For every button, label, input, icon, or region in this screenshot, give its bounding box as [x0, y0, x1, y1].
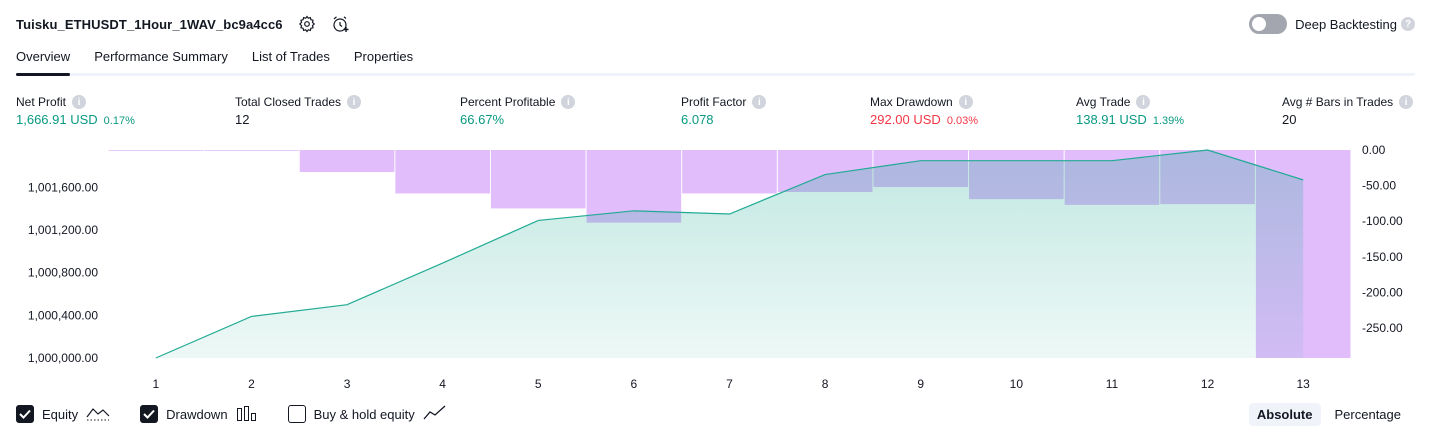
metric-label: Max Drawdown — [870, 95, 953, 109]
drawdown-bar — [204, 150, 299, 151]
drawdown-bar — [108, 150, 204, 151]
info-icon[interactable]: i — [958, 95, 973, 109]
metric-value: 12 — [235, 112, 250, 127]
x-axis-tick: 3 — [344, 377, 351, 391]
metrics-row: Net Profit i 1,666.91 USD 0.17% Total Clos… — [0, 94, 1431, 134]
x-axis-tick: 2 — [248, 377, 255, 391]
equity-area — [155, 149, 1304, 359]
drawdown-bar — [395, 150, 490, 194]
right-axis-tick: -50.00 — [1362, 179, 1396, 193]
info-icon[interactable]: i — [72, 95, 87, 109]
metric-label: Profit Factor — [681, 95, 747, 109]
legend-label: Drawdown — [166, 406, 228, 422]
strategy-header: Tuisku_ETHUSDT_1Hour_1WAV_bc9a4cc6 — [16, 12, 351, 36]
equity-line — [155, 149, 1304, 359]
x-axis-tick: 10 — [1010, 377, 1024, 391]
left-axis-tick: 1,001,200.00 — [28, 223, 98, 237]
right-axis-tick: -250.00 — [1362, 321, 1403, 335]
x-axis-tick: 13 — [1297, 377, 1311, 391]
right-axis-tick: -200.00 — [1362, 285, 1403, 299]
metric-value: 6.078 — [681, 112, 714, 127]
strategy-title: Tuisku_ETHUSDT_1Hour_1WAV_bc9a4cc6 — [16, 16, 283, 32]
value-mode-switch: Absolute Percentage — [1243, 401, 1409, 427]
legend-buy-hold[interactable]: Buy & hold equity — [287, 404, 447, 425]
metric-max-drawdown: Max Drawdown i 292.00 USD 0.03% — [870, 94, 978, 130]
left-axis-tick: 1,001,600.00 — [28, 180, 98, 194]
metric-value: 20 — [1282, 112, 1297, 127]
metric-label: Net Profit — [16, 95, 67, 109]
x-axis-tick: 8 — [822, 377, 829, 391]
metric-value: 138.91 USD — [1076, 112, 1147, 127]
metric-value: 1,666.91 USD — [16, 112, 98, 127]
equity-fill — [155, 150, 1304, 358]
deep-backtesting: Deep Backtesting ? — [1249, 12, 1415, 36]
equity-drawdown-chart[interactable]: 1,000,000.00 1,000,400.00 1,000,800.00 1,00… — [0, 140, 1431, 396]
legend-label: Buy & hold equity — [313, 406, 415, 422]
metric-percent: 1.39% — [1152, 115, 1185, 127]
x-axis-tick: 9 — [917, 377, 924, 391]
left-axis-tick: 1,000,400.00 — [28, 308, 98, 322]
tab-properties[interactable]: Properties — [353, 49, 414, 64]
info-icon[interactable]: i — [347, 95, 362, 109]
left-axis-tick: 1,000,000.00 — [28, 351, 98, 365]
info-icon[interactable]: i — [561, 95, 576, 109]
info-icon[interactable]: i — [1136, 95, 1151, 109]
left-axis-tick: 1,000,800.00 — [28, 266, 98, 280]
x-axis-tick: 7 — [726, 377, 733, 391]
info-icon[interactable]: i — [752, 95, 767, 109]
absolute-button[interactable]: Absolute — [1248, 402, 1321, 426]
metric-profit-factor: Profit Factor i 6.078 — [681, 94, 767, 130]
legend-equity[interactable]: Equity — [16, 404, 110, 425]
chart-axes: 1,000,000.00 1,000,400.00 1,000,800.00 1,00… — [28, 143, 1403, 391]
tab-performance-summary[interactable]: Performance Summary — [94, 49, 228, 64]
metric-label: Percent Profitable — [460, 95, 556, 109]
metric-value: 66.67% — [460, 112, 505, 127]
right-axis-tick: -150.00 — [1362, 250, 1403, 264]
deep-backtesting-label: Deep Backtesting — [1295, 16, 1397, 32]
metric-label: Total Closed Trades — [235, 95, 342, 109]
tab-list-of-trades[interactable]: List of Trades — [251, 49, 330, 64]
metric-value: 292.00 USD — [870, 112, 941, 127]
drawdown-bars-icon — [236, 404, 258, 425]
right-axis-tick: 0.00 — [1362, 143, 1386, 157]
info-icon[interactable]: i — [1399, 95, 1414, 109]
legend-label: Equity — [42, 406, 79, 422]
metric-net-profit: Net Profit i 1,666.91 USD 0.17% — [16, 94, 135, 130]
drawdown-checkbox[interactable] — [140, 405, 159, 423]
metric-label: Avg # Bars in Trades — [1282, 95, 1394, 109]
metric-percent: 0.17% — [103, 115, 135, 127]
tab-bar: Overview Performance Summary List of Tra… — [16, 46, 1415, 76]
percentage-button[interactable]: Percentage — [1334, 406, 1402, 422]
x-axis-tick: 5 — [535, 377, 542, 391]
metric-avg-bars-in-trades: Avg # Bars in Trades i 20 — [1282, 94, 1414, 130]
help-icon[interactable]: ? — [1401, 17, 1415, 31]
legend-drawdown[interactable]: Drawdown — [140, 404, 257, 425]
buy-hold-line-icon — [423, 404, 447, 425]
metric-avg-trade: Avg Trade i 138.91 USD 1.39% — [1076, 94, 1184, 130]
chart-legend: Equity Drawdown Buy & hold equity — [16, 403, 477, 425]
metric-total-closed-trades: Total Closed Trades i 12 — [235, 94, 362, 130]
drawdown-bar — [682, 150, 777, 194]
drawdown-bar — [490, 150, 586, 209]
buy-hold-checkbox[interactable] — [287, 405, 306, 423]
x-axis-tick: 11 — [1106, 377, 1119, 391]
tab-overview[interactable]: Overview — [16, 46, 71, 76]
deep-backtesting-toggle[interactable] — [1249, 14, 1288, 34]
add-alert-icon[interactable] — [331, 14, 351, 34]
drawdown-bar — [299, 150, 395, 173]
x-axis-tick: 6 — [631, 377, 638, 391]
equity-area-icon — [86, 404, 110, 425]
settings-icon[interactable] — [297, 14, 317, 34]
right-axis-tick: -100.00 — [1362, 214, 1403, 228]
metric-percent: 0.03% — [946, 115, 979, 127]
metric-percent-profitable: Percent Profitable i 66.67% — [460, 94, 576, 130]
metric-label: Avg Trade — [1076, 95, 1131, 109]
x-axis-tick: 4 — [439, 377, 446, 391]
equity-checkbox[interactable] — [16, 405, 34, 423]
x-axis-tick: 12 — [1201, 377, 1215, 391]
x-axis-tick: 1 — [152, 377, 159, 391]
